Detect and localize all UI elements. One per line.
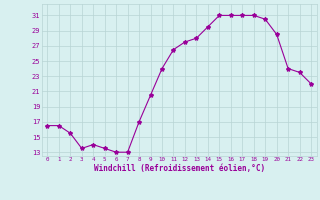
X-axis label: Windchill (Refroidissement éolien,°C): Windchill (Refroidissement éolien,°C) [94, 164, 265, 173]
